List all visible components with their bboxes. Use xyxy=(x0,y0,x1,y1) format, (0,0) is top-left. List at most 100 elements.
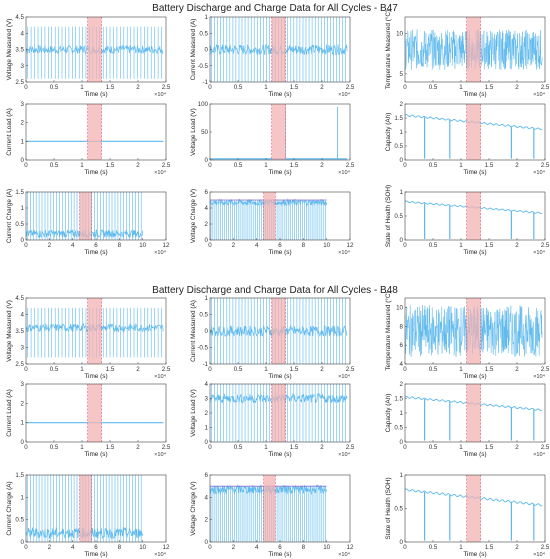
b47-voltage-load-x-exponent: ×10⁴ xyxy=(338,169,350,176)
b47-state-of-health-ylabel: State of Health (SOH) xyxy=(385,185,392,247)
b47-current-measured-x-exponent: ×10⁴ xyxy=(338,91,350,98)
b48-voltage-charge-highlight-band xyxy=(263,475,276,542)
b48-current-load-x-exponent: ×10⁴ xyxy=(154,451,166,458)
b47-temperature-measured-ytick-label: 10 xyxy=(396,30,403,37)
b48-current-load-xtick-label: 0.5 xyxy=(50,444,59,451)
b48-state-of-health-x-exponent: ×10⁴ xyxy=(533,551,545,558)
b47-voltage-charge-plot-area xyxy=(210,192,350,240)
b47-temperature-measured-xlabel: Time (s) xyxy=(463,91,486,98)
b47-voltage-charge-xtick-label: 10 xyxy=(323,242,330,249)
b47-current-load-xtick-label: 1.5 xyxy=(106,162,115,169)
b48-voltage-measured-xtick-label: 0 xyxy=(24,366,28,373)
b47-voltage-charge-ytick-label: 2 xyxy=(205,221,209,228)
b48-capacity-ylabel: Capacity (Ah) xyxy=(385,394,392,433)
b47-voltage-load-panel: 0 50 100 0 0.5 1 1.5 2 2.5×10⁴ Time (s) Voltage Lo… xyxy=(190,101,355,176)
b47-temperature-measured-xtick-label: 0.5 xyxy=(429,84,438,91)
b48-state-of-health-ytick-label: 0 xyxy=(400,539,404,546)
b48-voltage-load-x-exponent: ×10⁴ xyxy=(338,451,350,458)
b48-current-charge-x-exponent: ×10⁴ xyxy=(154,551,166,558)
b48-current-charge-ytick-label: 1 xyxy=(21,494,25,501)
b48-current-measured-panel: -1 -0.5 0 0.5 1 0 0.5 1 1.5 2 2.5×10⁴ Time (s) Curre… xyxy=(190,295,355,380)
b48-voltage-measured-spikes xyxy=(27,307,162,358)
b48-state-of-health-xtick-label: 0.5 xyxy=(429,544,438,551)
b48-voltage-load-ytick-label: 1 xyxy=(205,425,209,432)
b47-temperature-measured-xtick-label: 2 xyxy=(515,84,519,91)
b48-temperature-measured-xtick-label: 2.5 xyxy=(541,366,550,373)
b47-capacity-highlight-band xyxy=(466,104,481,160)
b47-voltage-charge-xtick-label: 12 xyxy=(347,242,354,249)
b47-voltage-measured-ytick-label: 4 xyxy=(21,30,25,37)
b48-current-measured-xtick-label: 2 xyxy=(320,366,324,373)
b47-voltage-load-ytick-label: 50 xyxy=(201,129,208,136)
b47-state-of-health-highlight-band xyxy=(466,192,481,240)
b47-current-load-x-exponent: ×10⁴ xyxy=(154,169,166,176)
b48-current-measured-ylabel: Current Measured (A) xyxy=(190,300,197,362)
b48-current-measured-ytick-label: -1 xyxy=(202,361,208,368)
b48-current-measured-xtick-label: 0 xyxy=(208,366,212,373)
b48-voltage-measured-ytick-label: 2.5 xyxy=(15,361,24,368)
b47-temperature-measured-highlight-band xyxy=(466,17,481,82)
b47-current-measured-ylabel: Current Measured (A) xyxy=(190,19,197,81)
b48-voltage-measured-ytick-label: 4.5 xyxy=(15,295,24,302)
b48-temperature-measured-ylabel: Temperature Measured (°C) xyxy=(384,291,392,370)
b47-current-measured-highlight-band xyxy=(271,17,286,82)
b47-capacity-xtick-label: 0.5 xyxy=(429,162,438,169)
b47-current-load-xtick-label: 2.5 xyxy=(162,162,171,169)
b48-capacity-xtick-label: 0 xyxy=(403,444,407,451)
b47-current-charge-spikes xyxy=(27,192,142,240)
b48-capacity-x-exponent: ×10⁴ xyxy=(533,451,545,458)
b48-current-charge-panel: 0 0.5 1 1.5 0 2 4 6 8 10 12×10⁴ Time (s) Current Cha… xyxy=(6,472,170,558)
b47-current-charge-ytick-label: 0 xyxy=(21,237,25,244)
b48-voltage-charge-xtick-label: 10 xyxy=(323,544,330,551)
b48-temperature-measured-xtick-label: 1.5 xyxy=(485,366,494,373)
b48-current-load-xtick-label: 2.5 xyxy=(162,444,171,451)
b48-voltage-measured-xlabel: Time (s) xyxy=(84,373,107,380)
b47-current-load-ytick-label: 3 xyxy=(21,101,25,108)
b47-current-load-xtick-label: 0 xyxy=(24,162,28,169)
b47-state-of-health-xlabel: Time (s) xyxy=(463,249,486,256)
b47-temperature-measured-xtick-label: 1 xyxy=(459,84,463,91)
b48-capacity-highlight-band xyxy=(466,384,481,442)
b48-voltage-load-xtick-label: 0.5 xyxy=(234,444,243,451)
b47-capacity-xtick-label: 1 xyxy=(459,162,463,169)
b47-current-measured-ytick-label: 1 xyxy=(205,14,209,21)
b47-voltage-charge-xtick-label: 4 xyxy=(255,242,259,249)
b47-voltage-load-highlight-band xyxy=(271,104,286,160)
b48-temperature-measured-panel: 4 6 8 10 0 0.5 1 1.5 2 2.5×10⁴ Time (s) Temperature… xyxy=(384,291,550,380)
b48-temperature-measured-xlabel: Time (s) xyxy=(463,373,486,380)
b47-capacity-xtick-label: 2 xyxy=(515,162,519,169)
b48-state-of-health-xtick-label: 1.5 xyxy=(485,544,494,551)
b47-voltage-load-ytick-label: 100 xyxy=(198,101,209,108)
b48-voltage-load-highlight-band xyxy=(271,384,286,442)
b47-current-measured-xtick-label: 1 xyxy=(264,84,268,91)
b47-state-of-health-ytick-label: 0 xyxy=(400,237,404,244)
b47-current-measured-xtick-label: 0.5 xyxy=(234,84,243,91)
b47-current-charge-xtick-label: 8 xyxy=(118,242,122,249)
b47-capacity-xlabel: Time (s) xyxy=(463,169,486,176)
b47-voltage-charge-xtick-label: 8 xyxy=(302,242,306,249)
b47-temperature-measured-xtick-label: 2.5 xyxy=(541,84,550,91)
b47-current-measured-ytick-label: 0.5 xyxy=(199,30,208,37)
b47-voltage-measured-x-exponent: ×10⁴ xyxy=(154,91,166,98)
b47-state-of-health-ytick-label: 1 xyxy=(400,189,404,196)
b48-voltage-charge-xtick-label: 0 xyxy=(208,544,212,551)
b48-voltage-charge-panel: 0 2 4 6 0 2 4 6 8 10 12×10⁴ Time (s) Voltage Charge … xyxy=(190,472,354,558)
b47-current-measured-xlabel: Time (s) xyxy=(268,91,291,98)
b48-state-of-health-xtick-label: 2.5 xyxy=(541,544,550,551)
b48-voltage-load-xtick-label: 1 xyxy=(264,444,268,451)
b48-current-measured-ytick-label: 0 xyxy=(205,328,209,335)
b48-state-of-health-panel: 0 0.5 1 0 0.5 1 1.5 2 2.5×10⁴ Time (s) State of He… xyxy=(385,472,550,558)
b48-voltage-measured-ytick-label: 3 xyxy=(21,345,25,352)
b47-voltage-charge-xlabel: Time (s) xyxy=(268,249,291,256)
b47-current-charge-ytick-label: 1.5 xyxy=(15,189,24,196)
b47-current-charge-ylabel: Current Charge (A) xyxy=(6,189,13,243)
b48-voltage-measured-xtick-label: 2.5 xyxy=(162,366,171,373)
b47-voltage-charge-ylabel: Voltage Charge (V) xyxy=(190,189,197,243)
b48-capacity-xtick-label: 1.5 xyxy=(485,444,494,451)
b48-voltage-load-xtick-label: 2 xyxy=(320,444,324,451)
b48-current-load-ytick-label: 3 xyxy=(21,381,25,388)
b48-current-load-xlabel: Time (s) xyxy=(84,451,107,458)
b48-current-charge-xtick-label: 4 xyxy=(71,544,75,551)
b48-temperature-measured-xtick-label: 1 xyxy=(459,366,463,373)
